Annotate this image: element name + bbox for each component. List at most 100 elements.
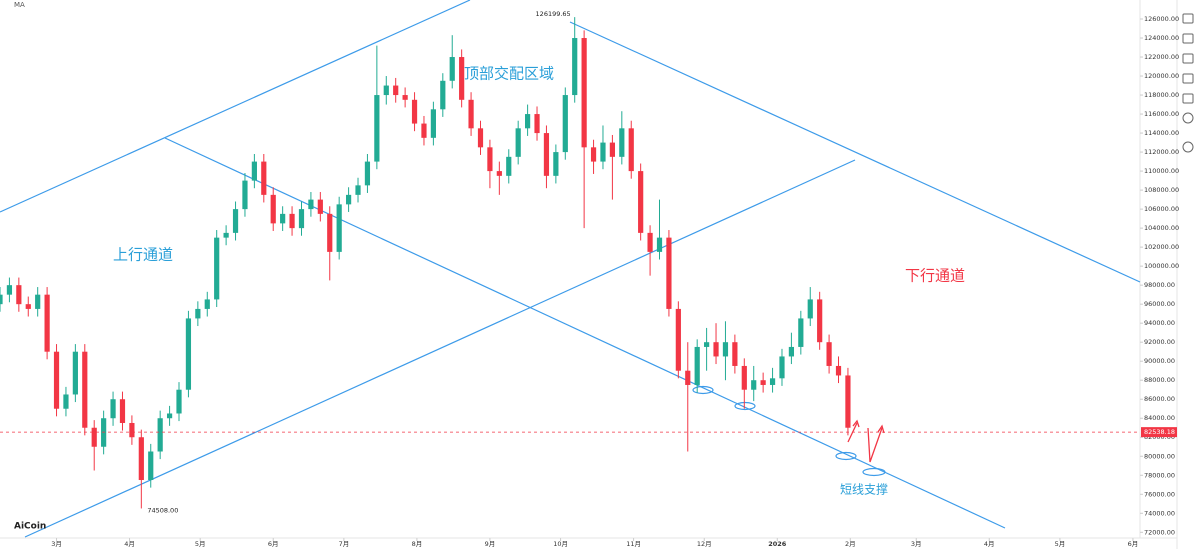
candle-body: [355, 185, 361, 195]
candle-body: [798, 318, 804, 347]
annotation: 上行通道: [113, 246, 173, 264]
tool-icon[interactable]: [1182, 112, 1194, 124]
x-tick-label: 7月: [339, 540, 350, 548]
candle-body: [44, 294, 50, 352]
y-tick-label: 88000.00: [1144, 376, 1175, 384]
candle-body: [176, 389, 182, 414]
candle-body: [449, 57, 455, 81]
candle-body: [543, 133, 550, 176]
y-tick-label: 126000.00: [1144, 15, 1179, 23]
channel-lines: [0, 0, 1141, 538]
candle-body: [364, 161, 371, 186]
tool-icon[interactable]: [1182, 141, 1194, 153]
y-tick-label: 106000.00: [1144, 205, 1179, 213]
x-tick-label: 6月: [268, 540, 279, 548]
y-tick-label: 98000.00: [1144, 281, 1175, 289]
candle-body: [609, 142, 615, 157]
candle-body: [694, 346, 700, 385]
y-tick-label: 80000.00: [1144, 452, 1175, 460]
y-tick-label: 114000.00: [1144, 129, 1179, 137]
x-tick-label: 5月: [1055, 540, 1066, 548]
candle-body: [619, 128, 625, 157]
candle-body: [214, 237, 220, 300]
candle-body: [251, 161, 257, 181]
candle-body: [496, 171, 502, 176]
x-tick-label: 2月: [845, 540, 856, 548]
brand: AiCoin: [14, 522, 46, 532]
candle-body: [35, 294, 41, 309]
candle-body: [845, 375, 851, 428]
candle-body: [553, 152, 559, 176]
x-tick-label: 11月: [626, 540, 641, 548]
channel-line: [24, 159, 856, 538]
candle-body: [166, 413, 173, 419]
tool-icon[interactable]: [1182, 73, 1194, 84]
x-tick-label: 5月: [195, 540, 206, 548]
tool-icon[interactable]: [1182, 33, 1194, 44]
candle-body: [317, 199, 323, 214]
candle-body: [91, 427, 97, 447]
y-tick-label: 110000.00: [1144, 167, 1179, 175]
candle-body: [581, 38, 587, 148]
y-tick-label: 122000.00: [1144, 53, 1179, 61]
y-tick-label: 82000.00: [1144, 433, 1175, 441]
y-tick-label: 120000.00: [1144, 72, 1179, 80]
candle-body: [345, 194, 352, 205]
tool-icon[interactable]: [1182, 13, 1194, 24]
candle-body: [807, 299, 813, 319]
candle-body: [6, 285, 13, 295]
y-tick-label: 74000.00: [1144, 509, 1175, 517]
y-tick-label: 94000.00: [1144, 319, 1175, 327]
candle-body: [638, 171, 644, 233]
candle-body: [732, 342, 738, 366]
candle-body: [628, 128, 634, 172]
candle-body: [0, 294, 3, 305]
low-label: 74508.00: [147, 506, 178, 514]
candle-body: [280, 213, 286, 224]
y-tick-label: 124000.00: [1144, 34, 1179, 42]
annotation: 顶部交配区域: [464, 65, 554, 83]
candle-body: [308, 199, 314, 210]
tool-icon[interactable]: [1182, 93, 1194, 104]
candle-body: [817, 299, 823, 343]
y-tick-label: 100000.00: [1144, 262, 1179, 270]
candle-body: [129, 422, 135, 438]
support-ellipse: [862, 467, 886, 477]
candle-body: [53, 351, 60, 409]
x-tick-label: 6月: [1128, 540, 1139, 548]
candle-body: [722, 342, 729, 357]
candle-body: [760, 380, 766, 385]
candle-body: [572, 38, 578, 96]
candle-body: [25, 304, 31, 309]
candle-body: [298, 209, 305, 229]
candle-body: [138, 437, 144, 481]
tool-icon[interactable]: [1182, 53, 1194, 64]
candle-body: [242, 180, 248, 210]
candle-body: [82, 351, 88, 428]
candle-body: [195, 308, 201, 319]
x-tick-label: 4月: [124, 540, 135, 548]
x-tick-label: 12月: [697, 540, 712, 548]
y-tick-label: 86000.00: [1144, 395, 1175, 403]
y-tick-label: 108000.00: [1144, 186, 1179, 194]
candles: [0, 17, 851, 509]
candle-body: [232, 209, 239, 233]
candle-body: [685, 370, 691, 385]
y-tick-label: 90000.00: [1144, 357, 1175, 365]
x-tick-label: 10月: [553, 540, 568, 548]
candle-body: [223, 232, 229, 238]
candle-body: [110, 399, 116, 419]
support-ellipse: [734, 401, 756, 411]
y-tick-label: 102000.00: [1144, 243, 1179, 251]
x-tick-label: 3月: [911, 540, 922, 548]
y-tick-label: 118000.00: [1144, 91, 1179, 99]
arrow-head: [852, 419, 860, 428]
annotation: 短线支撑: [840, 482, 888, 497]
candle-body: [525, 114, 531, 129]
toolbar: [1182, 13, 1194, 153]
candle-body: [769, 378, 776, 385]
candle-body: [402, 95, 408, 100]
y-tick-label: 112000.00: [1144, 148, 1179, 156]
candle-body: [157, 418, 163, 452]
